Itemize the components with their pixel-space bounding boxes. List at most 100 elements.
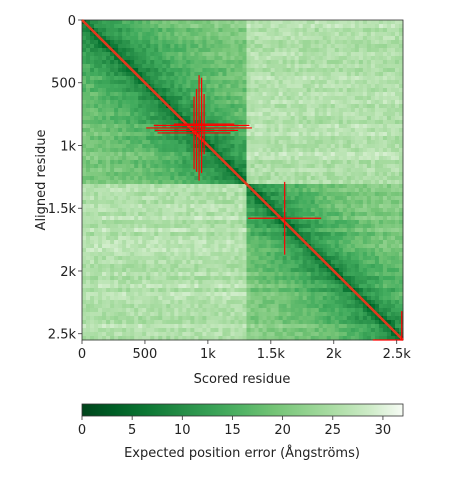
heatmap-cell <box>378 220 384 225</box>
heatmap-cell <box>350 60 356 65</box>
heatmap-cell <box>190 80 195 85</box>
heatmap-cell <box>174 96 179 101</box>
heatmap-cell <box>346 172 352 177</box>
heatmap-cell <box>178 136 183 141</box>
heatmap-cell <box>86 68 91 73</box>
heatmap-cell <box>150 232 155 237</box>
heatmap-cell <box>262 244 267 249</box>
heatmap-cell <box>194 76 199 81</box>
heatmap-cell <box>130 244 135 249</box>
heatmap-cell <box>154 248 159 253</box>
heatmap-cell <box>250 56 255 61</box>
heatmap-cell <box>106 188 111 193</box>
heatmap-cell <box>342 128 348 133</box>
heatmap-cell <box>330 144 336 149</box>
heatmap-cell <box>86 180 91 185</box>
heatmap-cell <box>366 256 372 261</box>
heatmap-cell <box>274 128 280 133</box>
heatmap-cell <box>154 44 159 49</box>
heatmap-cell <box>330 200 336 205</box>
heatmap-cell <box>358 264 364 269</box>
heatmap-cell <box>330 252 336 257</box>
heatmap-cell <box>118 256 123 261</box>
heatmap-cell <box>146 240 151 245</box>
heatmap-cell <box>390 256 396 261</box>
heatmap-cell <box>166 212 171 217</box>
heatmap-cell <box>154 96 159 101</box>
heatmap-cell <box>326 36 332 41</box>
heatmap-cell <box>226 264 231 269</box>
heatmap-cell <box>98 92 103 97</box>
heatmap-cell <box>126 32 131 37</box>
heatmap-cell <box>170 64 175 69</box>
heatmap-cell <box>146 256 151 261</box>
heatmap-cell <box>294 152 300 157</box>
heatmap-cell <box>386 88 392 93</box>
heatmap-cell <box>118 240 123 245</box>
heatmap-cell <box>326 100 332 105</box>
heatmap-cell <box>386 148 392 153</box>
heatmap-cell <box>114 136 119 141</box>
heatmap-cell <box>350 152 356 157</box>
heatmap-cell <box>94 96 99 101</box>
heatmap-cell <box>334 140 340 145</box>
heatmap-cell <box>274 120 280 125</box>
heatmap-cell <box>150 84 155 89</box>
heatmap-cell <box>358 248 364 253</box>
heatmap-cell <box>278 108 284 113</box>
heatmap-cell <box>166 268 171 273</box>
heatmap-cell <box>170 116 175 121</box>
heatmap-cell <box>210 152 215 157</box>
heatmap-cell <box>198 212 203 217</box>
heatmap-cell <box>134 44 139 49</box>
heatmap-cell <box>294 140 300 145</box>
heatmap-cell <box>330 84 336 89</box>
heatmap-cell <box>378 216 384 221</box>
heatmap-cell <box>286 120 292 125</box>
heatmap-cell <box>142 240 147 245</box>
heatmap-cell <box>250 224 255 229</box>
heatmap-cell <box>110 152 115 157</box>
heatmap-cell <box>98 112 103 117</box>
heatmap-cell <box>122 100 127 105</box>
heatmap-cell <box>210 240 215 245</box>
heatmap-cell <box>226 100 231 105</box>
heatmap-cell <box>310 56 316 61</box>
heatmap-cell <box>378 80 384 85</box>
heatmap-cell <box>334 48 340 53</box>
heatmap-cell <box>226 148 231 153</box>
heatmap-cell <box>274 148 280 153</box>
heatmap-cell <box>278 256 284 261</box>
heatmap-cell <box>214 160 219 165</box>
heatmap-cell <box>254 208 259 213</box>
heatmap-cell <box>166 64 171 69</box>
heatmap-cell <box>258 80 263 85</box>
heatmap-cell <box>202 208 207 213</box>
heatmap-cell <box>314 188 320 193</box>
heatmap-cell <box>102 136 107 141</box>
heatmap-cell <box>182 192 187 197</box>
heatmap-cell <box>266 124 271 129</box>
heatmap-cell <box>102 196 107 201</box>
heatmap-cell <box>290 20 296 25</box>
heatmap-cell <box>230 72 235 77</box>
heatmap-cell <box>302 100 308 105</box>
heatmap-cell <box>174 264 179 269</box>
heatmap-cell <box>182 176 187 181</box>
heatmap-cell <box>126 24 131 29</box>
heatmap-cell <box>206 256 211 261</box>
heatmap-cell <box>218 200 223 205</box>
heatmap-cell <box>82 60 87 65</box>
heatmap-cell <box>174 64 179 69</box>
heatmap-cell <box>114 44 119 49</box>
heatmap-cell <box>278 212 284 217</box>
heatmap-cell <box>354 148 360 153</box>
heatmap-cell <box>214 260 219 265</box>
heatmap-cell <box>246 108 251 113</box>
heatmap-cell <box>122 24 127 29</box>
heatmap-cell <box>222 204 227 209</box>
heatmap-cell <box>130 56 135 61</box>
heatmap-cell <box>398 216 404 221</box>
heatmap-cell <box>314 36 320 41</box>
